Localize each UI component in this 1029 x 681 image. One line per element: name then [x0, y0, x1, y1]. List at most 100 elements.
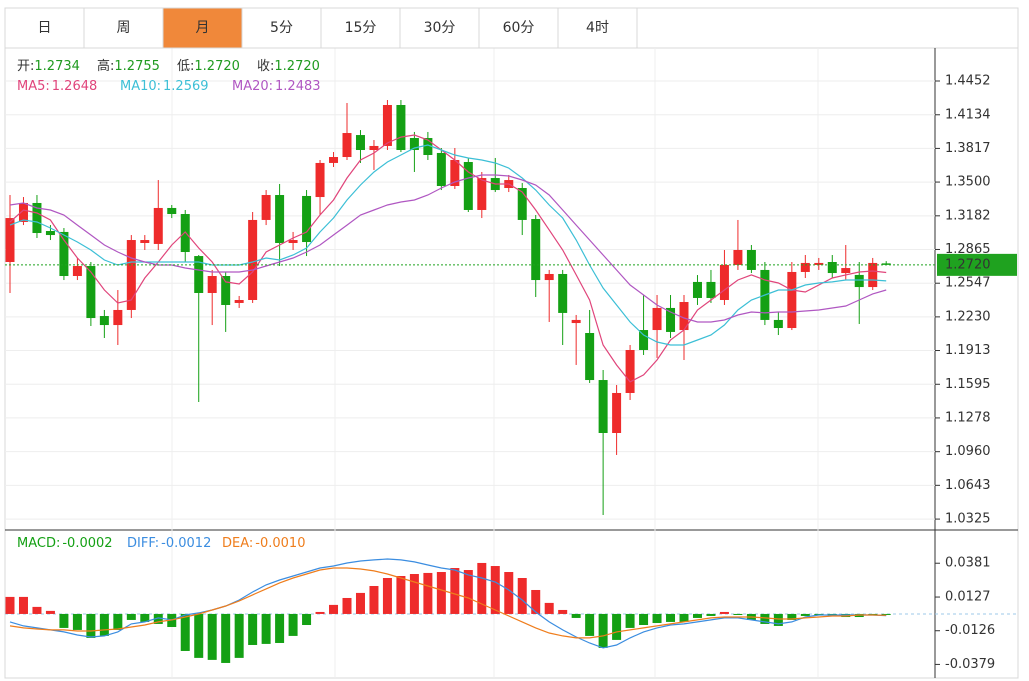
- y-tick-label: 1.0643: [945, 478, 991, 493]
- candle-body: [302, 195, 312, 243]
- macd-bar: [881, 613, 891, 615]
- macd-bar: [126, 613, 136, 620]
- macd-bar: [113, 613, 123, 630]
- candle-body: [652, 307, 662, 331]
- tab[interactable]: [4, 7, 85, 49]
- candle-body: [180, 214, 190, 253]
- legend-name: MACD:: [17, 536, 60, 551]
- legend-entry: MACD: -0.0002: [17, 536, 113, 551]
- macd-bar: [99, 613, 109, 636]
- macd-bar: [288, 613, 298, 636]
- candle-body: [18, 202, 28, 222]
- candle-body: [140, 240, 150, 243]
- y-tick-label: 1.3182: [945, 208, 991, 223]
- candle-body: [234, 299, 244, 303]
- y-tick-label: 1.4134: [945, 107, 991, 122]
- macd-bar: [59, 613, 69, 628]
- macd-bar: [625, 613, 635, 628]
- macd-bar: [72, 613, 82, 630]
- candle-body: [814, 262, 824, 265]
- candle-body: [207, 276, 217, 293]
- macd-bar: [423, 572, 433, 614]
- y-tick-label: 1.1595: [945, 377, 991, 392]
- tab-label[interactable]: 4时: [586, 20, 609, 36]
- tab[interactable]: [557, 7, 638, 49]
- candle-body: [126, 240, 136, 310]
- candle-body: [827, 261, 837, 274]
- legend-name: MA5:: [17, 79, 50, 94]
- tab-label[interactable]: 周: [117, 20, 131, 36]
- candle-body: [72, 266, 82, 277]
- candle-body: [800, 262, 810, 272]
- macd-bar: [153, 613, 163, 624]
- legend-value: -0.0002: [62, 536, 112, 551]
- macd-bar: [32, 606, 42, 614]
- candle-body: [342, 133, 352, 158]
- macd-bar: [5, 596, 15, 614]
- candle-body: [692, 281, 702, 298]
- ohlc-info: 收:1.2720: [257, 59, 320, 74]
- y-tick-label: 1.1913: [945, 343, 991, 358]
- legend-value: -0.0010: [255, 536, 305, 551]
- info-label: 开:: [17, 59, 34, 74]
- candle-body: [329, 157, 339, 163]
- ohlc-info: 高:1.2755: [97, 58, 160, 74]
- macd-bar: [436, 572, 446, 614]
- macd-bar: [679, 613, 689, 622]
- candle-body: [248, 219, 258, 300]
- candle-body: [463, 162, 473, 210]
- macd-bar: [275, 613, 285, 643]
- macd-bar: [517, 578, 527, 614]
- candle-body: [288, 240, 298, 243]
- candle-body: [719, 264, 729, 300]
- candle-body: [639, 330, 649, 350]
- candle-body: [854, 274, 864, 288]
- candle-body: [396, 105, 406, 151]
- candle-body: [558, 273, 568, 313]
- macd-bar: [463, 570, 473, 614]
- candle-body: [531, 219, 541, 281]
- legend-value: 1.2569: [163, 79, 209, 94]
- legend-name: DIFF:: [127, 536, 159, 551]
- tab[interactable]: [320, 7, 401, 49]
- macd-bar: [800, 613, 810, 616]
- candle-body: [477, 178, 487, 210]
- tab-label[interactable]: 日: [38, 20, 52, 36]
- macd-bar: [450, 568, 460, 614]
- macd-bar: [315, 611, 325, 614]
- candle-body: [355, 135, 365, 151]
- y-tick-label: 1.2230: [945, 309, 991, 324]
- tab-label[interactable]: 5分: [270, 20, 293, 36]
- macd-bar: [409, 574, 419, 614]
- y-tick-label: 1.3817: [945, 141, 991, 156]
- candle-body: [881, 263, 891, 265]
- candle-body: [868, 262, 878, 288]
- info-label: 低:: [177, 59, 194, 74]
- macd-bar: [598, 613, 608, 648]
- candle-body: [666, 307, 676, 332]
- macd-bar: [396, 576, 406, 614]
- y-tick-label: 1.4452: [945, 74, 991, 89]
- candle-body: [544, 273, 554, 281]
- macd-bar: [773, 613, 783, 626]
- macd-bar: [477, 562, 487, 614]
- candle-body: [86, 266, 96, 319]
- legend-name: MA20:: [232, 79, 273, 94]
- macd-bar: [194, 613, 204, 658]
- macd-bar: [531, 589, 541, 614]
- candle-body: [409, 138, 419, 151]
- candle-body: [787, 271, 797, 329]
- info-value: 1.2720: [274, 59, 320, 74]
- indicator-line: [9, 567, 887, 639]
- macd-bar: [544, 602, 554, 614]
- tab-label[interactable]: 30分: [424, 20, 456, 36]
- macd-bar: [692, 613, 702, 618]
- tab-label[interactable]: 60分: [503, 20, 535, 36]
- macd-bar: [207, 613, 217, 660]
- tab-label[interactable]: 15分: [345, 20, 377, 36]
- tab-label[interactable]: 月: [196, 20, 210, 36]
- tab[interactable]: [478, 7, 559, 49]
- tab[interactable]: [399, 7, 480, 49]
- candle-body: [746, 249, 756, 270]
- macd-bar: [571, 613, 581, 618]
